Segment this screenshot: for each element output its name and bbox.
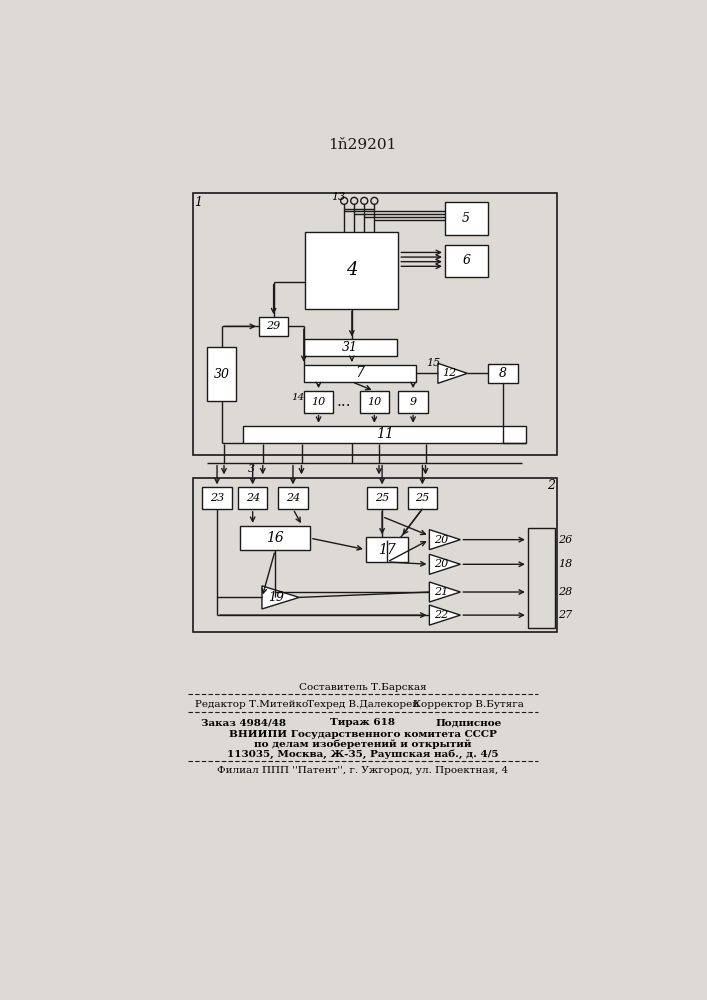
Bar <box>398 391 428 413</box>
Text: 28: 28 <box>558 587 572 597</box>
Bar <box>304 365 416 382</box>
Text: 6: 6 <box>462 254 470 267</box>
Text: Составитель Т.Барская: Составитель Т.Барская <box>299 683 426 692</box>
Text: 24: 24 <box>286 493 300 503</box>
Bar <box>207 347 236 401</box>
Text: по делам изоберетений и открытий: по делам изоберетений и открытий <box>254 740 472 749</box>
Text: Заказ 4984/48: Заказ 4984/48 <box>201 718 286 727</box>
Bar <box>279 487 308 509</box>
Bar <box>202 487 232 509</box>
Text: Тираж 618: Тираж 618 <box>330 718 395 727</box>
Text: 25: 25 <box>375 493 390 503</box>
Text: 29: 29 <box>267 321 281 331</box>
Polygon shape <box>429 554 460 574</box>
Text: 14: 14 <box>291 393 304 402</box>
Bar <box>368 487 397 509</box>
Text: Филиал ППП ''Патент'', г. Ужгород, ул. Проектная, 4: Филиал ППП ''Патент'', г. Ужгород, ул. П… <box>217 766 508 775</box>
Text: 17: 17 <box>378 543 396 557</box>
Text: 12: 12 <box>442 368 456 378</box>
Text: 15: 15 <box>426 358 440 368</box>
Bar <box>304 339 397 356</box>
Text: 20: 20 <box>434 535 448 545</box>
Bar <box>238 487 267 509</box>
Text: 5: 5 <box>462 212 470 225</box>
Text: 8: 8 <box>499 367 507 380</box>
Text: 23: 23 <box>210 493 224 503</box>
Bar <box>366 537 409 562</box>
Polygon shape <box>429 605 460 625</box>
Bar <box>528 528 555 628</box>
Bar <box>445 202 488 235</box>
Bar <box>240 526 310 550</box>
Text: 1ň29201: 1ň29201 <box>329 138 397 152</box>
Text: 30: 30 <box>214 368 230 381</box>
Text: 1: 1 <box>194 196 201 209</box>
Text: 27: 27 <box>558 610 572 620</box>
Text: 113035, Москва, Ж-35, Раушская наб., д. 4/5: 113035, Москва, Ж-35, Раушская наб., д. … <box>227 750 498 759</box>
Text: 2: 2 <box>547 479 555 492</box>
Bar <box>305 232 398 309</box>
Text: ВНИИПИ Государственного комитета СССР: ВНИИПИ Государственного комитета СССР <box>229 730 496 739</box>
Bar <box>408 487 437 509</box>
Text: 31: 31 <box>342 341 358 354</box>
Text: 9: 9 <box>409 397 416 407</box>
Text: ...: ... <box>337 394 351 409</box>
Text: 21: 21 <box>434 587 448 597</box>
Text: 20: 20 <box>434 559 448 569</box>
Bar <box>304 391 333 413</box>
Text: 25: 25 <box>415 493 430 503</box>
Text: 16: 16 <box>267 531 284 545</box>
Polygon shape <box>262 586 299 609</box>
Bar <box>259 317 288 336</box>
Text: 22: 22 <box>434 610 448 620</box>
Text: 4: 4 <box>346 261 358 279</box>
Text: Подписное: Подписное <box>435 718 501 727</box>
Text: 18: 18 <box>558 559 572 569</box>
Text: 26: 26 <box>558 535 572 545</box>
Text: 11: 11 <box>376 427 394 441</box>
Text: Редактор Т.Митейко: Редактор Т.Митейко <box>194 700 308 709</box>
Bar <box>489 364 518 383</box>
Bar <box>193 478 557 632</box>
Polygon shape <box>429 530 460 550</box>
Text: 24: 24 <box>245 493 259 503</box>
Text: 7: 7 <box>356 366 364 380</box>
Text: Техред В.Далекорей: Техред В.Далекорей <box>307 700 419 709</box>
Text: 3: 3 <box>247 464 255 474</box>
Bar <box>243 426 526 443</box>
Text: 19: 19 <box>268 591 284 604</box>
Text: 10: 10 <box>311 397 326 407</box>
Text: 13: 13 <box>332 192 346 202</box>
Polygon shape <box>429 582 460 602</box>
Bar <box>360 391 389 413</box>
Bar <box>193 193 557 455</box>
Text: Корректор В.Бутяга: Корректор В.Бутяга <box>413 700 524 709</box>
Bar <box>445 245 488 277</box>
Polygon shape <box>438 363 467 383</box>
Text: 10: 10 <box>367 397 382 407</box>
